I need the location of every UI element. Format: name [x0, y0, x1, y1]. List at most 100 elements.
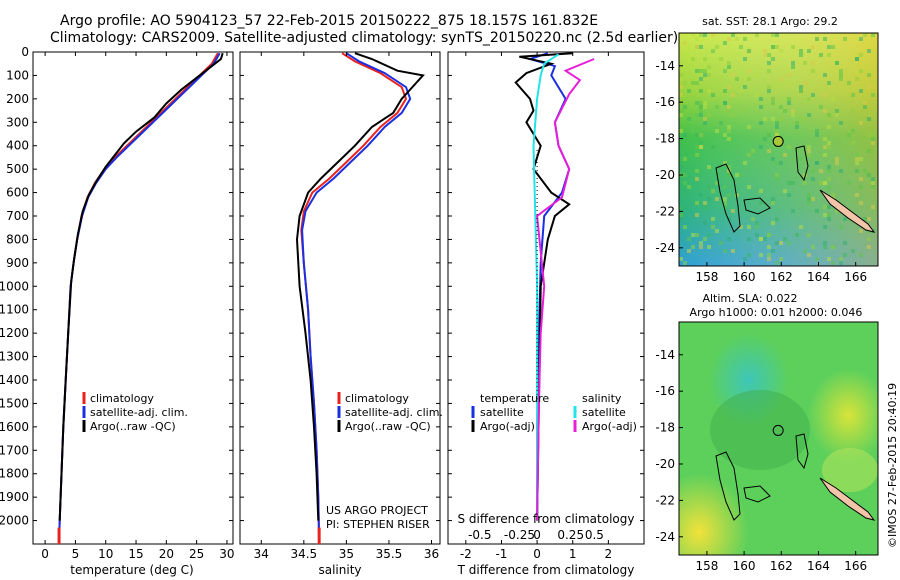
sst-pixel: [867, 85, 871, 89]
sst-pixel: [807, 201, 811, 205]
sst-pixel: [683, 173, 687, 177]
sst-pixel: [767, 89, 771, 93]
sst-pixel: [691, 81, 695, 85]
sst-pixel: [859, 37, 863, 41]
sst-pixel: [823, 153, 827, 157]
sst-pixel: [711, 49, 715, 53]
sst-pixel: [811, 69, 815, 73]
sla-reef-outline-2: [795, 433, 809, 470]
sst-pixel: [839, 77, 843, 81]
sst-pixel: [743, 37, 747, 41]
sst-pixel: [783, 109, 787, 113]
sst-pixel: [771, 249, 775, 253]
sst-pixel: [707, 65, 711, 69]
salinity-xlabel: salinity: [318, 563, 361, 577]
sst-pixel: [699, 33, 703, 37]
x-tick-label: 5: [72, 547, 80, 561]
sst-pixel: [687, 185, 691, 189]
x-tick-label: 30: [219, 547, 234, 561]
x-top-tick-label: 0: [533, 528, 541, 542]
x-tick-label: 10: [98, 547, 113, 561]
sst-pixel: [715, 45, 719, 49]
sst-pixel: [703, 221, 707, 225]
temperature-axes: [32, 51, 234, 545]
sst-pixel: [855, 193, 859, 197]
sst-pixel: [791, 61, 795, 65]
map-y-tick-label: -24: [655, 530, 675, 544]
sst-pixel: [703, 57, 707, 61]
sst-pixel: [679, 109, 683, 113]
sst-pixel: [699, 245, 703, 249]
depth-tick-label: 1400: [0, 373, 29, 387]
sst-pixel: [835, 61, 839, 65]
map-y-tick-label: -20: [655, 168, 675, 182]
sst-pixel: [867, 133, 871, 137]
sst-pixel: [775, 133, 779, 137]
sst-pixel: [775, 173, 779, 177]
sst-pixel: [815, 257, 819, 261]
legend-label-satellite: satellite-adj. clim.: [90, 406, 188, 419]
x-tick-label: 0: [41, 547, 49, 561]
sst-pixel: [851, 249, 855, 253]
sst-pixel: [711, 217, 715, 221]
depth-tick-label: 500: [6, 162, 29, 176]
sst-pixel: [695, 37, 699, 41]
project-annotation: US ARGO PROJECT: [326, 504, 428, 517]
sst-pixel: [695, 145, 699, 149]
sst-pixel: [739, 45, 743, 49]
sst-pixel: [827, 177, 831, 181]
sst-pixel: [695, 45, 699, 49]
sst-pixel: [699, 133, 703, 137]
sst-pixel: [715, 129, 719, 133]
sst-pixel: [723, 133, 727, 137]
sst-pixel: [867, 69, 871, 73]
series-line-sat_salinity: [532, 53, 560, 521]
sst-pixel: [767, 133, 771, 137]
map-y-tick-label: -16: [655, 95, 675, 109]
sst-pixel: [687, 237, 691, 241]
sst-pixel: [823, 241, 827, 245]
sst-pixel: [855, 161, 859, 165]
map-x-tick-label: 162: [770, 270, 793, 284]
sst-pixel: [679, 217, 683, 221]
sst-pixel: [867, 245, 871, 249]
sst-pixel: [679, 165, 683, 169]
sst-pixel: [823, 145, 827, 149]
depth-tick-label: 1000: [0, 279, 29, 293]
difference-x-axis: -2 -1 0 1 2-0.5 -0.250 0.25 0.5: [460, 52, 612, 561]
difference-series: [514, 52, 595, 521]
sst-pixel: [811, 197, 815, 201]
difference-xlabel: T difference from climatology: [457, 563, 635, 577]
x-tick-label: 35.5: [376, 547, 403, 561]
sst-pixel: [823, 181, 827, 185]
sst-pixel: [807, 97, 811, 101]
x-top-tick-label: 0.25: [557, 528, 584, 542]
series-line-argo: [514, 52, 573, 521]
sst-pixel: [755, 221, 759, 225]
sst-pixel: [687, 249, 691, 253]
sst-pixel: [779, 241, 783, 245]
sst-pixel: [799, 117, 803, 121]
sst-pixel: [803, 181, 807, 185]
sst-pixel: [847, 181, 851, 185]
sst-argo-location: [772, 135, 784, 147]
map-y-tick-label: -18: [655, 421, 675, 435]
sst-pixel: [687, 89, 691, 93]
sst-pixel: [787, 241, 791, 245]
sst-pixel: [751, 217, 755, 221]
sst-pixel: [859, 177, 863, 181]
sst-pixel: [715, 105, 719, 109]
sst-pixel: [779, 257, 783, 261]
sst-pixel: [823, 93, 827, 97]
sst-pixel: [839, 257, 843, 261]
sst-pixel: [799, 157, 803, 161]
sst-pixel: [771, 57, 775, 61]
sst-pixel: [827, 169, 831, 173]
sst-pixel: [867, 117, 871, 121]
sst-pixel: [699, 101, 703, 105]
depth-tick-label: 900: [6, 256, 29, 270]
sst-pixel: [703, 69, 707, 73]
x-tick-label: 36: [424, 547, 439, 561]
sst-pixel: [707, 89, 711, 93]
sst-pixel: [775, 161, 779, 165]
